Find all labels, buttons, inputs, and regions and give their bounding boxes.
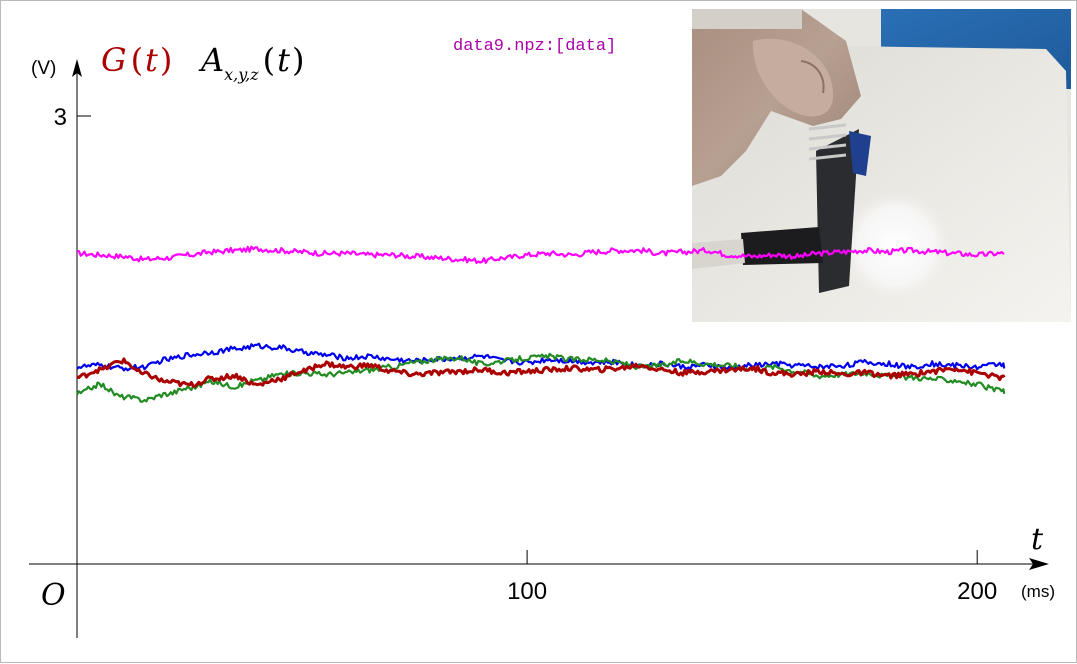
series-line-1 — [76, 245, 1005, 264]
x-tick-label-100: 100 — [507, 578, 547, 605]
y-tick-label-3: 3 — [54, 104, 67, 131]
x-unit-label: (ms) — [1021, 582, 1055, 601]
x-axis-arrow — [1029, 558, 1049, 570]
series-line-3 — [76, 352, 1006, 403]
photo-inset — [692, 9, 1071, 322]
file-label: data9.npz:[data] — [453, 37, 616, 56]
y-unit-label: (V) — [31, 58, 56, 79]
axes — [29, 71, 1039, 638]
series-layer — [76, 245, 1006, 403]
series-line-4 — [76, 357, 1006, 388]
legend-g-label: G (t) — [101, 41, 172, 79]
series-line-2 — [76, 342, 1006, 372]
x-tick-label-200: 200 — [957, 578, 997, 605]
origin-label: O — [41, 578, 66, 613]
legend: G (t) Ax,y,z (t) — [101, 41, 304, 84]
tick-group: 100 200 3 — [54, 104, 998, 605]
legend-a-label: Ax,y,z (t) — [198, 41, 304, 84]
y-axis-arrow — [72, 59, 82, 77]
x-axis-symbol: t — [1031, 522, 1044, 557]
